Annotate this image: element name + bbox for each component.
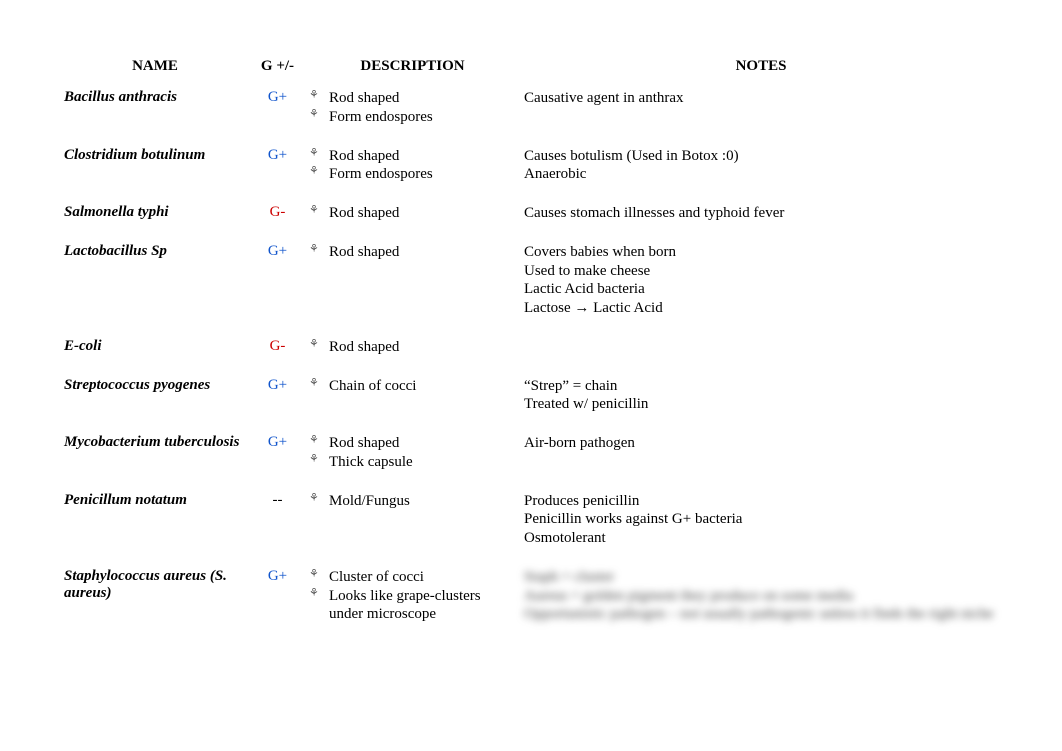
table-row: Salmonella typhiG-Rod shaped Causes stoma… bbox=[60, 198, 1002, 237]
gram-cell: G- bbox=[250, 332, 305, 371]
gram-cell: -- bbox=[250, 486, 305, 562]
description-item: Rod shaped bbox=[309, 89, 516, 108]
notes-line: Osmotolerant bbox=[524, 529, 998, 548]
notes-line: Anaerobic bbox=[524, 165, 998, 184]
description-cell: Rod shapedForm endospores bbox=[305, 141, 520, 199]
table-row: Streptococcus pyogenesG+Chain of cocci“S… bbox=[60, 371, 1002, 429]
table-row: Bacillus anthracisG+Rod shapedForm endos… bbox=[60, 83, 1002, 141]
name-cell: Lactobacillus Sp bbox=[60, 237, 250, 332]
table-row: Lactobacillus SpG+Rod shapedCovers babie… bbox=[60, 237, 1002, 332]
description-item: Mold/Fungus bbox=[309, 492, 516, 511]
notes-line: Used to make cheese bbox=[524, 262, 998, 281]
description-item: Chain of cocci bbox=[309, 377, 516, 396]
notes-cell: Causative agent in anthrax bbox=[520, 83, 1002, 141]
gram-cell: G+ bbox=[250, 428, 305, 486]
notes-cell: Causes botulism (Used in Botox :0)Anaero… bbox=[520, 141, 1002, 199]
notes-line: Causes botulism (Used in Botox :0) bbox=[524, 147, 998, 166]
notes-line: Air-born pathogen bbox=[524, 434, 998, 453]
gram-cell: G- bbox=[250, 198, 305, 237]
description-item: Rod shaped bbox=[309, 434, 516, 453]
description-cell: Rod shapedThick capsule bbox=[305, 428, 520, 486]
table-row: Mycobacterium tuberculosisG+Rod shapedTh… bbox=[60, 428, 1002, 486]
description-cell: Chain of cocci bbox=[305, 371, 520, 429]
name-cell: Bacillus anthracis bbox=[60, 83, 250, 141]
name-cell: Salmonella typhi bbox=[60, 198, 250, 237]
name-cell: Penicillum notatum bbox=[60, 486, 250, 562]
notes-cell: Produces penicillinPenicillin works agai… bbox=[520, 486, 1002, 562]
header-desc: DESCRIPTION bbox=[305, 50, 520, 83]
header-notes: NOTES bbox=[520, 50, 1002, 83]
notes-line: “Strep” = chain bbox=[524, 377, 998, 396]
notes-line: Lactose → Lactic Acid bbox=[524, 299, 998, 318]
table-row: Clostridium botulinumG+Rod shapedForm en… bbox=[60, 141, 1002, 199]
description-cell: Cluster of cocciLooks like grape-cluster… bbox=[305, 562, 520, 638]
notes-line: Causes stomach illnesses and typhoid fev… bbox=[524, 204, 998, 223]
table-row: Penicillum notatum--Mold/FungusProduces … bbox=[60, 486, 1002, 562]
gram-cell: G+ bbox=[250, 141, 305, 199]
notes-cell: Staph = clusterAureus = golden pigment t… bbox=[520, 562, 1002, 638]
notes-cell bbox=[520, 332, 1002, 371]
name-cell: Streptococcus pyogenes bbox=[60, 371, 250, 429]
notes-line: Produces penicillin bbox=[524, 492, 998, 511]
description-item: Rod shaped bbox=[309, 147, 516, 166]
header-name: NAME bbox=[60, 50, 250, 83]
table-row: E-coliG-Rod shaped bbox=[60, 332, 1002, 371]
gram-cell: G+ bbox=[250, 371, 305, 429]
description-item: Rod shaped bbox=[309, 338, 516, 357]
description-item: Cluster of cocci bbox=[309, 568, 516, 587]
description-item: Rod shaped bbox=[309, 243, 516, 262]
description-item: Looks like grape-clusters under microsco… bbox=[309, 587, 516, 625]
notes-line: Treated w/ penicillin bbox=[524, 395, 998, 414]
notes-cell: Causes stomach illnesses and typhoid fev… bbox=[520, 198, 1002, 237]
gram-cell: G+ bbox=[250, 237, 305, 332]
description-item: Rod shaped bbox=[309, 204, 516, 223]
table-header-row: NAME G +/- DESCRIPTION NOTES bbox=[60, 50, 1002, 83]
gram-cell: G+ bbox=[250, 562, 305, 638]
description-item: Form endospores bbox=[309, 108, 516, 127]
notes-line: Aureus = golden pigment they produce on … bbox=[524, 587, 998, 606]
notes-line: Causative agent in anthrax bbox=[524, 89, 998, 108]
description-cell: Mold/Fungus bbox=[305, 486, 520, 562]
bacteria-table: NAME G +/- DESCRIPTION NOTES Bacillus an… bbox=[60, 50, 1002, 638]
notes-line: Staph = cluster bbox=[524, 568, 998, 587]
notes-cell: “Strep” = chainTreated w/ penicillin bbox=[520, 371, 1002, 429]
description-cell: Rod shaped bbox=[305, 198, 520, 237]
notes-line: Lactic Acid bacteria bbox=[524, 280, 998, 299]
notes-line: Penicillin works against G+ bacteria bbox=[524, 510, 998, 529]
notes-line: Opportunistic pathogen – not usually pat… bbox=[524, 605, 998, 624]
name-cell: E-coli bbox=[60, 332, 250, 371]
description-item: Thick capsule bbox=[309, 453, 516, 472]
name-cell: Clostridium botulinum bbox=[60, 141, 250, 199]
description-cell: Rod shaped bbox=[305, 237, 520, 332]
table-row: Staphylococcus aureus (S. aureus)G+Clust… bbox=[60, 562, 1002, 638]
header-gram: G +/- bbox=[250, 50, 305, 83]
notes-line: Covers babies when born bbox=[524, 243, 998, 262]
gram-cell: G+ bbox=[250, 83, 305, 141]
description-cell: Rod shaped bbox=[305, 332, 520, 371]
notes-cell: Covers babies when bornUsed to make chee… bbox=[520, 237, 1002, 332]
description-item: Form endospores bbox=[309, 165, 516, 184]
notes-cell: Air-born pathogen bbox=[520, 428, 1002, 486]
name-cell: Staphylococcus aureus (S. aureus) bbox=[60, 562, 250, 638]
description-cell: Rod shapedForm endospores bbox=[305, 83, 520, 141]
name-cell: Mycobacterium tuberculosis bbox=[60, 428, 250, 486]
